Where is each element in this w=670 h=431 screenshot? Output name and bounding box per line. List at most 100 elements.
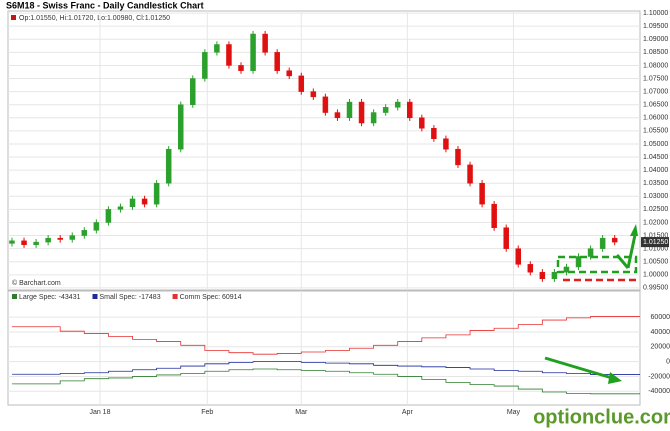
candle-body — [611, 237, 618, 243]
x-tick-label: May — [507, 409, 521, 416]
credit: © Barchart.com — [12, 279, 61, 287]
y-tick-label: 0.99500 — [643, 285, 668, 292]
chart-title: S6M18 - Swiss Franc - Daily Candlestick … — [6, 0, 204, 10]
step-line — [11, 316, 640, 355]
y-tick-label: 1.04000 — [643, 167, 668, 174]
arrow-head — [608, 372, 622, 384]
plot-layer: 0.99500 1.00000 1.00500 1.01000 1.01500 1.020… — [8, 10, 670, 416]
candle-body — [33, 241, 39, 245]
legend-label: Small Spec: -17483 — [100, 294, 161, 301]
candle-body — [105, 209, 112, 223]
y-tick-label: 1.02500 — [643, 206, 668, 213]
y-tick-label: 1.09000 — [643, 36, 668, 43]
price-panel — [7, 10, 641, 291]
candle-body — [394, 101, 401, 108]
y-tick-label: 1.01500 — [643, 232, 668, 239]
candle-body — [250, 33, 256, 71]
y-tick-label: 1.07000 — [643, 88, 668, 95]
candle-body — [214, 44, 220, 53]
candle-body — [177, 104, 184, 150]
y-tick-label: 1.05000 — [643, 141, 668, 148]
candle-body — [491, 203, 497, 228]
candle-body — [527, 264, 534, 273]
x-tick-label: Apr — [402, 409, 414, 416]
candle-body — [322, 96, 329, 113]
candle-body — [539, 271, 546, 279]
legend-label: Large Spec: -43431 — [19, 294, 81, 301]
legend-swatch — [172, 294, 178, 299]
candle-body — [563, 266, 570, 273]
candle-body — [443, 138, 449, 150]
y-tick-label: 1.04500 — [643, 154, 668, 161]
x-tick-label: Jan 18 — [89, 409, 110, 416]
candle-body — [286, 70, 292, 77]
candle-body — [262, 33, 268, 53]
candle-body — [467, 164, 473, 184]
y-tick-label: 1.08500 — [643, 49, 668, 56]
legend-swatch — [92, 294, 98, 299]
candle-body — [479, 182, 485, 205]
candle-body — [153, 182, 160, 205]
candle-body — [129, 198, 136, 208]
x-tick-label: Feb — [201, 409, 213, 416]
step-line — [11, 368, 640, 395]
candle-body — [9, 240, 15, 244]
y-tick-label: 1.10000 — [643, 10, 668, 17]
arrow-head — [630, 224, 638, 236]
arrow-up — [626, 234, 637, 269]
y-tick-label: 1.02000 — [643, 219, 668, 226]
last-price-label: 1.01250 — [643, 239, 668, 246]
y-tick-label: 40000 — [651, 329, 670, 336]
y-tick-label: 1.06000 — [643, 115, 668, 122]
y-tick-label: -40000 — [648, 388, 670, 395]
candle-body — [455, 148, 461, 166]
candle-body — [93, 222, 100, 231]
candle-body — [599, 237, 606, 249]
y-tick-label: 1.05500 — [643, 128, 668, 135]
arrow-down — [615, 254, 630, 269]
candle-body — [575, 256, 582, 268]
step-line — [11, 361, 640, 375]
y-tick-label: 1.03000 — [643, 193, 668, 200]
cot-panel — [7, 290, 641, 406]
candle-body — [382, 107, 389, 113]
candle-body — [274, 52, 280, 71]
candle-body — [358, 101, 365, 124]
range-box — [556, 255, 638, 274]
candle-body — [515, 248, 522, 265]
y-tick-label: 1.08000 — [643, 62, 668, 69]
candle-body — [141, 198, 148, 205]
candle-body — [370, 112, 377, 124]
y-tick-label: 0 — [666, 358, 670, 365]
y-tick-label: 20000 — [651, 344, 670, 351]
candle-body — [226, 44, 232, 66]
y-tick-label: 1.07500 — [643, 75, 668, 82]
candle-body — [334, 112, 341, 119]
y-tick-label: -20000 — [648, 373, 670, 380]
candle-body — [57, 237, 63, 240]
candle-body — [69, 235, 75, 240]
candle-body — [238, 65, 244, 71]
ohlc-legend: Op:1.01550, Hi:1.01720, Lo:1.00980, Cl:1… — [19, 15, 170, 22]
y-tick-label: 1.03500 — [643, 180, 668, 187]
candle-body — [310, 91, 317, 98]
candle-body — [551, 271, 558, 279]
candle-body — [587, 248, 594, 257]
legend-swatch — [12, 294, 17, 299]
y-tick-label: 1.00000 — [643, 272, 668, 279]
y-tick-label: 1.06500 — [643, 102, 668, 109]
candle-body — [81, 230, 88, 236]
legend-label: Comm Spec: 60914 — [180, 294, 242, 301]
x-tick-label: Mar — [295, 409, 308, 416]
candle-body — [165, 148, 172, 184]
candle-body — [407, 101, 413, 119]
candle-body — [503, 227, 509, 249]
y-tick-label: 1.09500 — [643, 23, 668, 30]
trend-arrow — [544, 356, 613, 380]
last-price-box — [641, 237, 669, 248]
candle-body — [45, 237, 51, 243]
candle-body — [190, 78, 196, 105]
candle-body — [21, 240, 27, 245]
